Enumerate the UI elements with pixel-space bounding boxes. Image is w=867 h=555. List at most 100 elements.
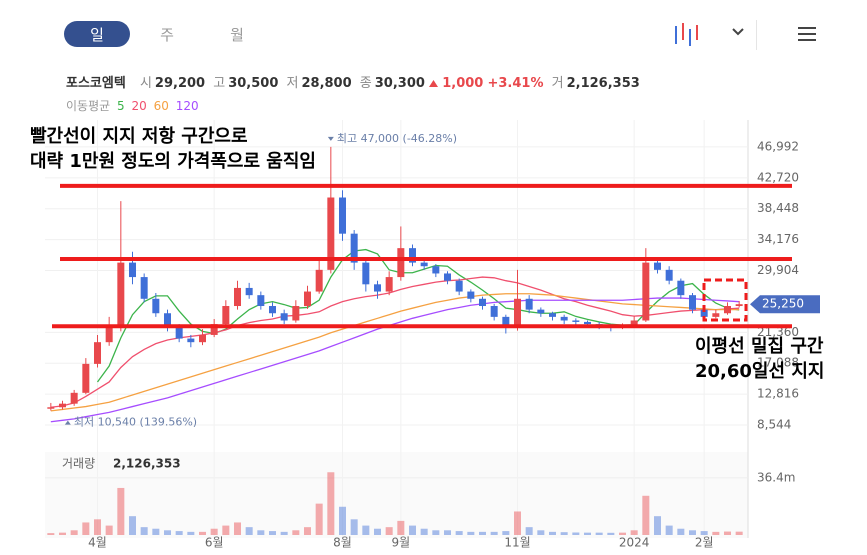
candle-body bbox=[210, 324, 218, 335]
annotation: 20,60일선 지지 bbox=[695, 361, 824, 382]
tab-day[interactable]: 일 bbox=[64, 21, 130, 47]
candle-body bbox=[105, 327, 113, 343]
info-value: 29,200 bbox=[154, 76, 206, 91]
dropdown-icon[interactable] bbox=[732, 28, 744, 36]
candle-body bbox=[712, 313, 720, 317]
menu-icon[interactable] bbox=[798, 27, 816, 41]
x-tick-label: 2024 bbox=[619, 536, 650, 550]
volume-bar bbox=[164, 530, 171, 535]
volume-bar bbox=[385, 527, 393, 535]
ma-line bbox=[50, 293, 740, 412]
volume-bar bbox=[199, 531, 206, 535]
legend-title: 이동평균 bbox=[66, 99, 111, 113]
annotation: 대략 1만원 정도의 가격폭으로 움직임 bbox=[30, 151, 316, 172]
volume-bar bbox=[140, 527, 148, 535]
y-tick-label: 36.4m bbox=[757, 470, 795, 484]
candle-body bbox=[455, 280, 463, 292]
candle-body bbox=[420, 262, 428, 267]
volume-bar bbox=[630, 530, 638, 535]
volume-bar bbox=[59, 532, 66, 535]
legend-item: 120 bbox=[175, 99, 199, 113]
tab-week[interactable]: 주 bbox=[160, 25, 174, 44]
y-tick-label: 42,720 bbox=[757, 170, 799, 184]
candle-body bbox=[665, 269, 673, 281]
volume-bar bbox=[700, 531, 708, 535]
candle-body bbox=[537, 309, 545, 314]
candle-body bbox=[59, 403, 66, 408]
candle-body bbox=[502, 316, 510, 328]
candle-body bbox=[175, 327, 183, 339]
annotation: 빨간선이 지지 저항 구간으로 bbox=[30, 126, 248, 147]
volume-bar bbox=[210, 528, 218, 535]
volume-bar bbox=[327, 472, 335, 535]
candle-body bbox=[374, 284, 381, 292]
candle-body bbox=[304, 291, 311, 307]
candle-body bbox=[560, 316, 568, 321]
candle-body bbox=[572, 320, 580, 322]
volume-bar bbox=[234, 522, 241, 535]
volume-bar bbox=[245, 527, 253, 535]
volume-bar bbox=[269, 531, 276, 535]
volume-title: 거래량 bbox=[62, 457, 95, 471]
info-value: 30,300 bbox=[374, 76, 425, 91]
volume-bar bbox=[374, 528, 381, 535]
volume-bar bbox=[525, 527, 533, 535]
volume-bar bbox=[105, 525, 113, 535]
candle-body bbox=[94, 342, 101, 364]
volume-bar bbox=[654, 516, 661, 535]
y-tick-label: 17,088 bbox=[757, 356, 799, 370]
candle-body bbox=[164, 313, 171, 328]
volume-bar bbox=[549, 531, 556, 535]
candle-body bbox=[47, 407, 55, 409]
volume-value: 2,126,353 bbox=[113, 457, 181, 471]
x-tick-label: 9월 bbox=[391, 536, 410, 550]
candle-body bbox=[525, 298, 533, 310]
min-marker bbox=[64, 420, 71, 425]
candle-body bbox=[689, 295, 696, 310]
candle-body bbox=[677, 280, 685, 296]
candle-body bbox=[199, 334, 206, 343]
volume-bar bbox=[315, 503, 323, 535]
volume-bar bbox=[187, 531, 195, 535]
current-price-tag bbox=[750, 295, 820, 314]
volume-bar bbox=[82, 522, 90, 535]
y-tick-label: 29,904 bbox=[757, 263, 799, 277]
up-arrow bbox=[429, 80, 439, 87]
candle-body bbox=[350, 233, 358, 263]
tab-month[interactable]: 월 bbox=[230, 25, 244, 44]
candle-body bbox=[245, 287, 253, 296]
y-tick-label: 34,176 bbox=[757, 232, 799, 246]
chart-type-icon[interactable] bbox=[675, 23, 698, 46]
candle-body bbox=[397, 248, 405, 278]
candle-body bbox=[339, 197, 346, 234]
candle-body bbox=[700, 309, 708, 317]
x-tick-label: 11월 bbox=[504, 536, 530, 550]
volume-bar bbox=[222, 525, 230, 535]
candle-body bbox=[82, 363, 90, 393]
volume-bar bbox=[362, 525, 370, 535]
max-marker bbox=[327, 136, 334, 141]
candle-body bbox=[315, 269, 323, 292]
info-label: 저 bbox=[286, 76, 299, 91]
volume-bar bbox=[175, 531, 183, 535]
candle-body bbox=[549, 313, 556, 317]
change-pct: +3.41% bbox=[487, 76, 544, 91]
candle-body bbox=[654, 262, 661, 270]
candle-body bbox=[280, 313, 288, 321]
highlight-box bbox=[702, 278, 748, 322]
candle-body bbox=[234, 287, 241, 307]
volume-bar bbox=[572, 532, 580, 535]
volume-bar bbox=[304, 527, 311, 535]
volume-bar bbox=[490, 531, 498, 535]
info-label: 시 bbox=[139, 76, 152, 91]
y-tick-label: 12,816 bbox=[757, 387, 799, 401]
candle-body bbox=[735, 304, 743, 307]
volume-bar bbox=[257, 530, 265, 535]
candle-body bbox=[269, 306, 276, 314]
current-price-label: 25,250 bbox=[762, 297, 804, 311]
volume-bar bbox=[724, 531, 731, 535]
change: 1,000 bbox=[442, 76, 484, 91]
info-label: 고 bbox=[213, 76, 226, 91]
